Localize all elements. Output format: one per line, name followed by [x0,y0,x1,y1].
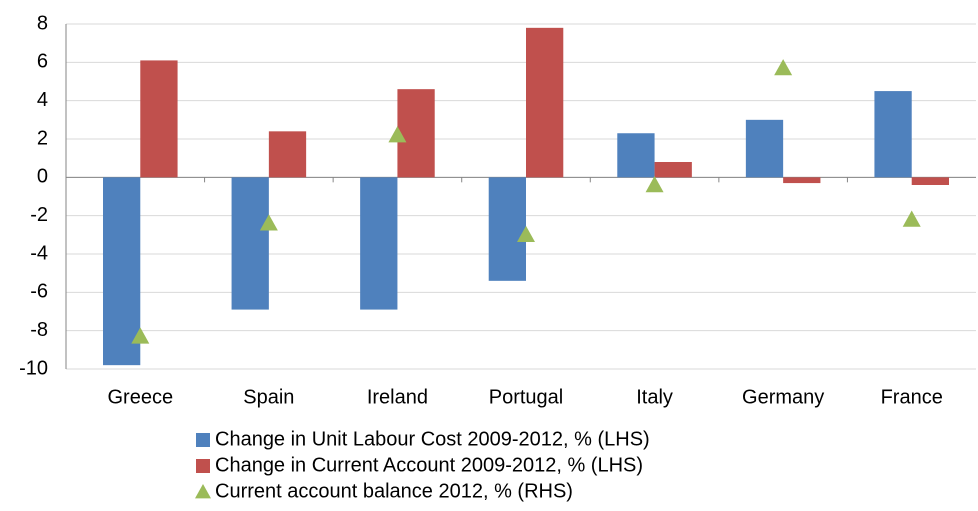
marker [388,126,407,143]
y-tick-label: -4 [30,242,48,264]
bar [140,60,178,178]
legend-label: Change in Current Account 2009-2012, % (… [215,454,643,476]
x-tick-label: Italy [636,386,673,408]
y-tick-label: -6 [30,281,48,303]
marker [517,225,535,243]
bar [745,119,784,178]
bar [397,89,435,178]
marker [645,176,664,193]
x-tick-label: Spain [243,386,294,408]
legend-label: Current account balance 2012, % (RHS) [215,480,573,502]
bar [654,162,692,178]
bar [526,27,564,178]
marker [131,327,150,344]
bar [268,131,307,178]
y-tick-label: 8 [37,12,48,34]
x-tick-label: Portugal [489,386,564,408]
x-tick-label: France [881,386,943,408]
marker [902,210,921,227]
marker [259,214,278,231]
x-tick-label: Greece [107,386,173,408]
bar [488,177,526,281]
y-tick-label: 2 [37,127,48,149]
y-tick-label: -10 [19,357,48,379]
bar [874,91,912,178]
bar [360,177,398,310]
legend-swatch [196,433,210,447]
bar [231,177,269,310]
y-tick-label: -8 [30,319,48,341]
y-tick-label: 4 [37,89,48,111]
marker [774,59,793,76]
bar [617,133,655,178]
bar [103,177,141,366]
x-tick-label: Germany [742,386,824,408]
legend-swatch [196,459,210,473]
bar [911,177,949,185]
x-tick-label: Ireland [367,386,428,408]
y-tick-label: 0 [37,166,48,188]
bar [783,177,821,184]
y-tick-label: 6 [37,51,48,73]
legend-marker [195,484,211,499]
y-tick-label: -2 [30,204,48,226]
legend-label: Change in Unit Labour Cost 2009-2012, % … [215,428,650,450]
